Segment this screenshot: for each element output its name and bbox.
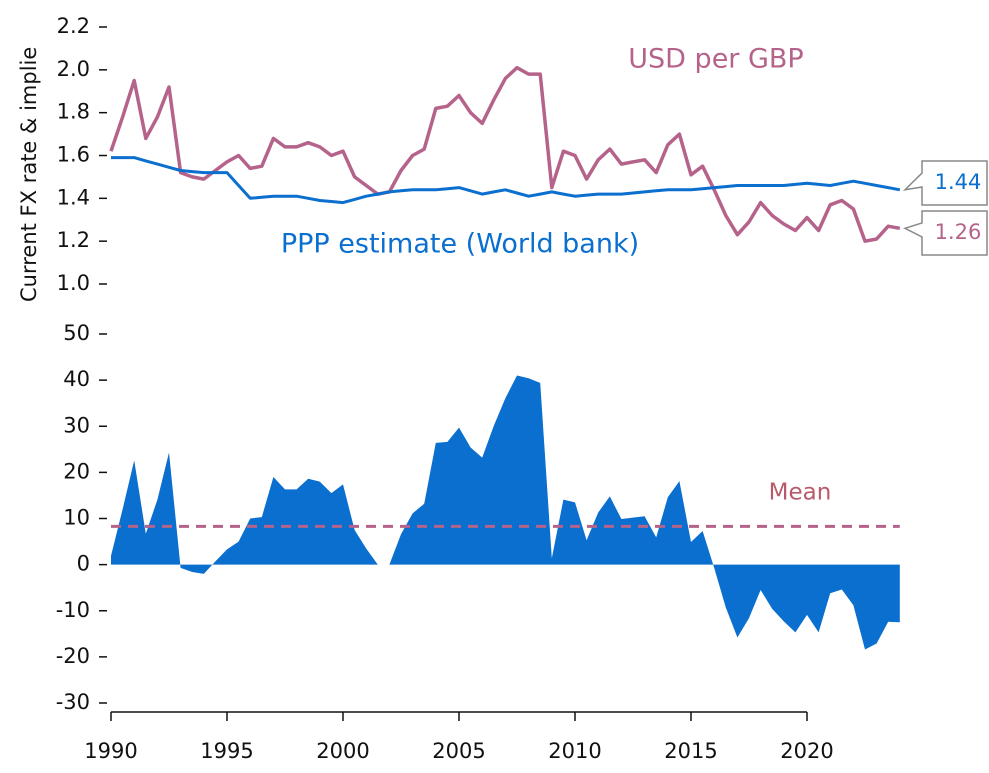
x-tick-label: 2000 <box>316 739 369 763</box>
y-tick-label: 2.2 <box>57 14 90 38</box>
end-value-label: 1.44 <box>935 170 982 194</box>
mean-label: Mean <box>769 480 832 506</box>
series-label: USD per GBP <box>628 44 803 75</box>
end-value-label: 1.26 <box>935 220 982 244</box>
x-tick-label: 2015 <box>664 739 717 763</box>
y-tick-label: -10 <box>56 598 90 622</box>
x-tick-label: 1990 <box>84 739 137 763</box>
y-tick-label: 30 <box>63 413 90 437</box>
y-tick-label: 20 <box>63 459 90 483</box>
y-tick-label: -20 <box>56 644 90 668</box>
y-tick-label: 10 <box>63 506 90 530</box>
series-label: PPP estimate (World bank) <box>281 229 639 260</box>
y-tick-label: 1.0 <box>57 271 90 295</box>
y-tick-label: 50 <box>63 321 90 345</box>
y-tick-label: 1.8 <box>57 100 90 124</box>
x-tick-label: 1995 <box>200 739 253 763</box>
series-line <box>111 156 901 205</box>
x-tick-label: 2020 <box>780 739 833 763</box>
x-tick-label: 2010 <box>548 739 601 763</box>
y-tick-label: 0 <box>77 552 90 576</box>
y-tick-label: 1.6 <box>57 143 90 167</box>
y-tick-label: 1.2 <box>57 228 90 252</box>
y-tick-label: 1.4 <box>57 185 90 209</box>
y-tick-label: 40 <box>63 367 90 391</box>
y-tick-label: 2.0 <box>57 57 90 81</box>
callout-box <box>902 160 988 206</box>
callout-box <box>903 210 988 256</box>
series-line <box>109 65 901 243</box>
area <box>111 375 900 650</box>
x-tick-label: 2005 <box>432 739 485 763</box>
y-tick-label: -30 <box>56 690 90 714</box>
y-axis-label: Current FX rate & implie <box>17 47 41 302</box>
